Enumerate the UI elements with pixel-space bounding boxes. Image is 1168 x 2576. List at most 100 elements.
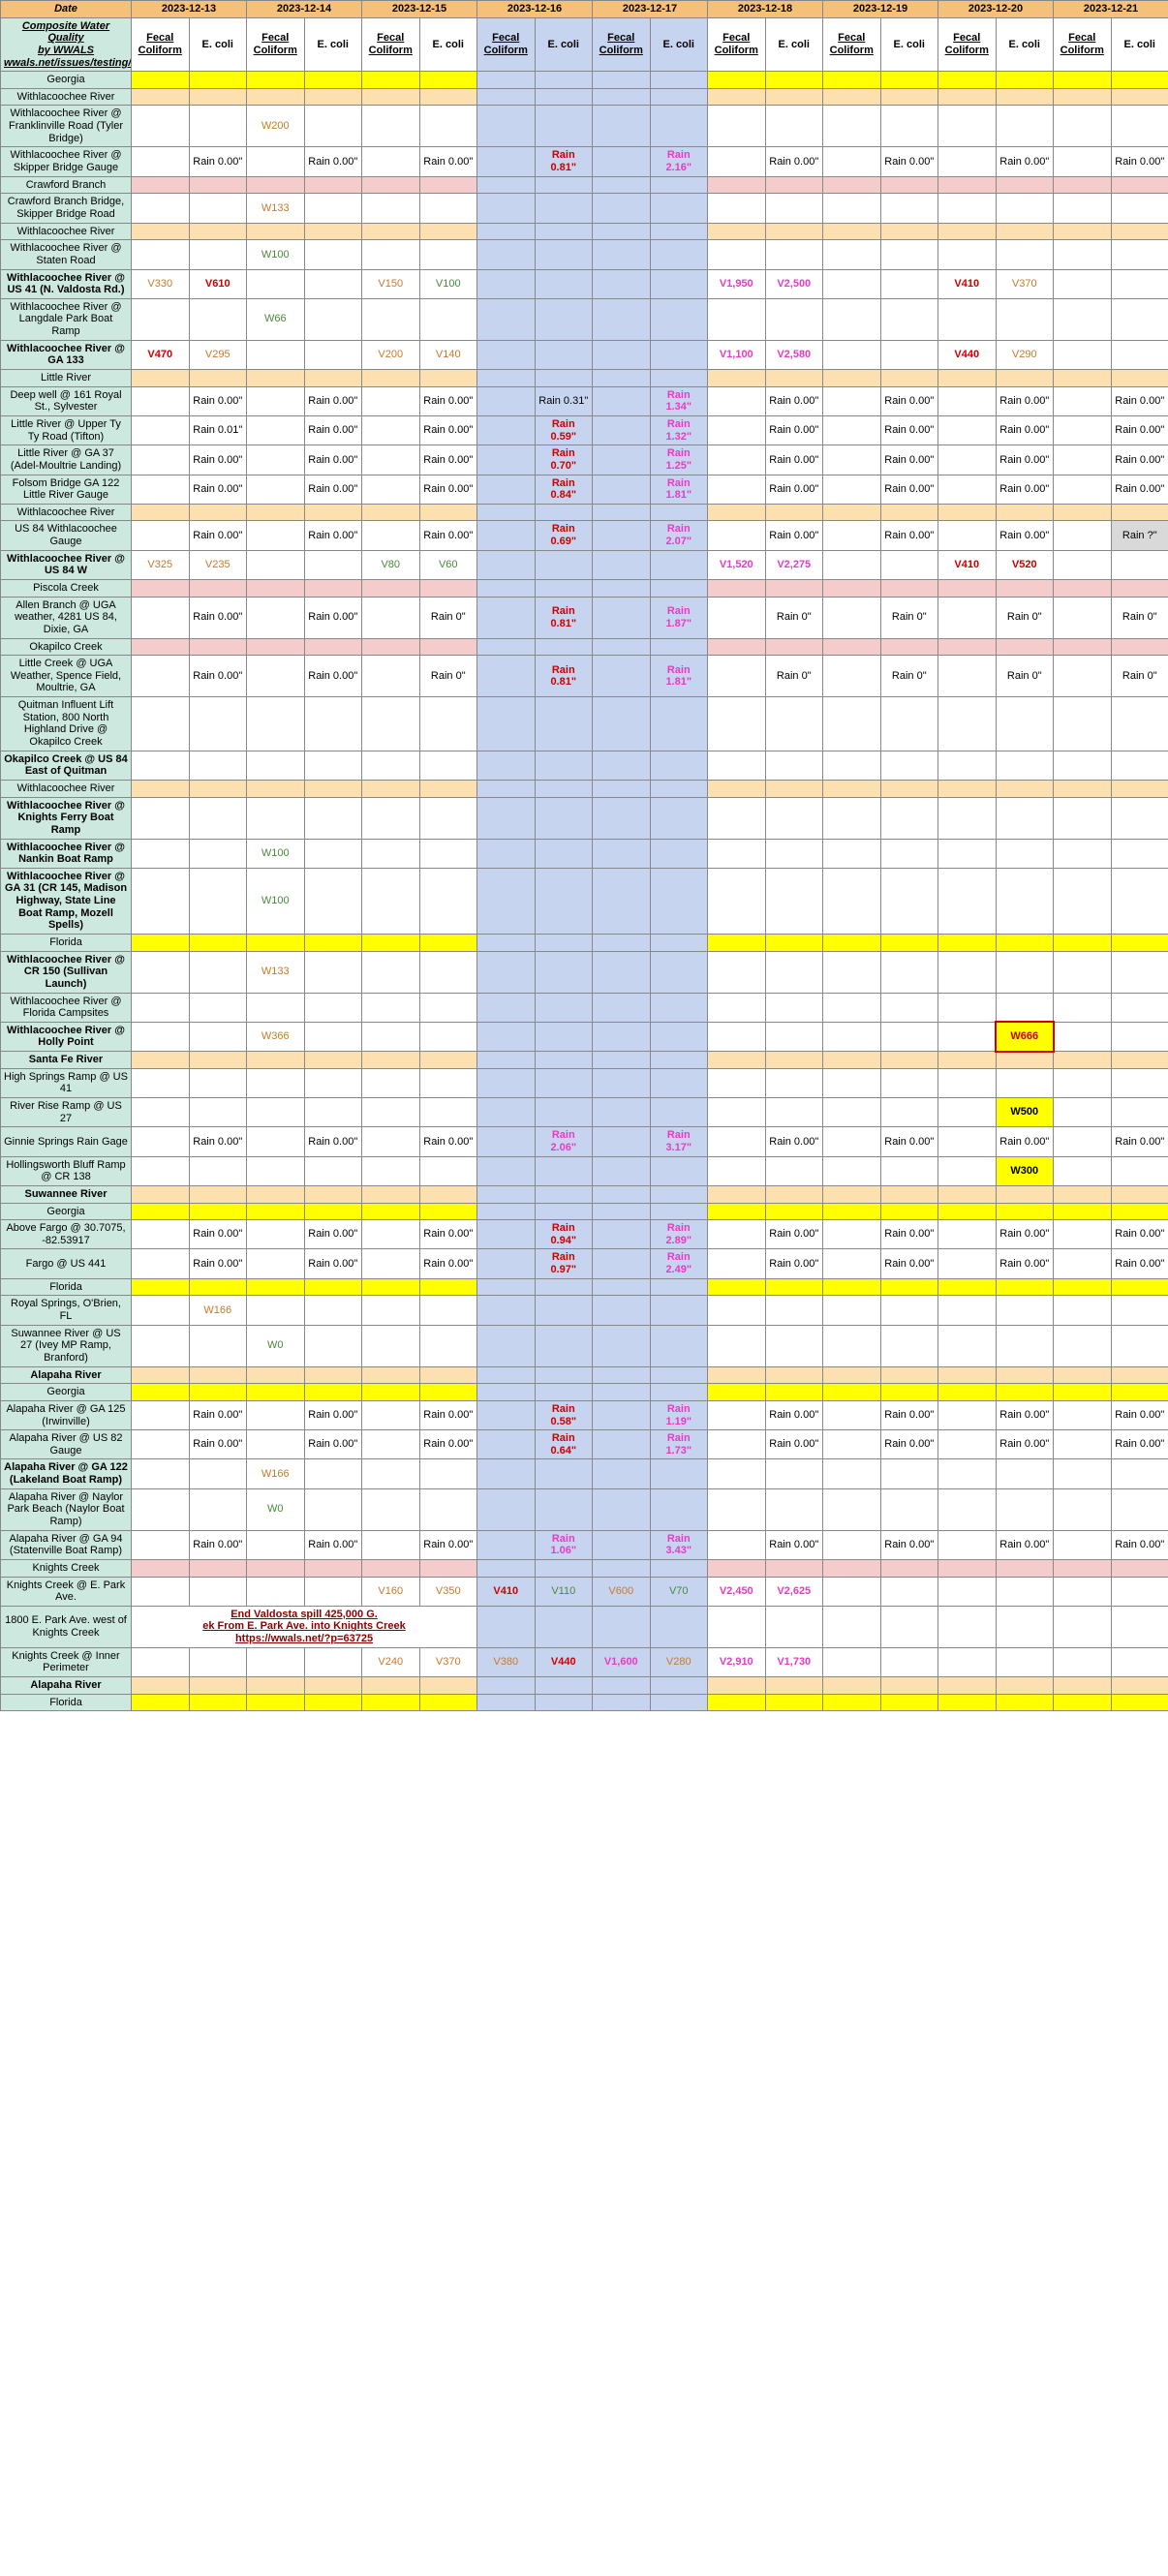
cell-8-10: V1,950 (708, 269, 766, 298)
row-label: Alapaha River @ Naylor Park Beach (Naylo… (1, 1488, 132, 1530)
cell-47-5: Rain 0.00" (419, 1400, 477, 1429)
cell-8-17 (1111, 269, 1168, 298)
cell-2-5 (419, 106, 477, 147)
row-label: Withlacoochee River @ Franklinville Road… (1, 106, 132, 147)
row-20: Allen Branch @ UGA weather, 4281 US 84, … (1, 597, 1168, 638)
cell-48-8 (593, 1430, 651, 1459)
cell-5-1 (189, 194, 247, 223)
cell-51-17: Rain 0.00" (1111, 1530, 1168, 1559)
cell-18-6 (477, 550, 536, 579)
row-label: Georgia (1, 72, 132, 89)
cell-34-2 (247, 1068, 305, 1097)
cell-30-4 (362, 951, 420, 993)
cell-35-1 (189, 1098, 247, 1127)
row-label: Withlacoochee River @ Skipper Bridge Gau… (1, 147, 132, 176)
cell-26-11 (765, 797, 823, 839)
cell-43-13 (880, 1296, 938, 1325)
cell-32-7 (535, 1022, 593, 1051)
cell-22-1: Rain 0.00" (189, 656, 247, 697)
cell-51-12 (823, 1530, 881, 1559)
date-col-4: 2023-12-17 (593, 1, 708, 18)
cell-40-3: Rain 0.00" (304, 1220, 362, 1249)
cell-48-5: Rain 0.00" (419, 1430, 477, 1459)
cell-26-1 (189, 797, 247, 839)
cell-13-15: Rain 0.00" (996, 415, 1054, 445)
cell-3-6 (477, 147, 536, 176)
cell-47-0 (132, 1400, 190, 1429)
cell-41-2 (247, 1249, 305, 1278)
row-10: Withlacoochee River @ GA 133V470V295V200… (1, 340, 1168, 369)
cell-50-1 (189, 1488, 247, 1530)
ecoli-header-7: E. coli (996, 17, 1054, 72)
cell-53-17 (1111, 1577, 1168, 1606)
cell-18-10: V1,520 (708, 550, 766, 579)
cell-49-8 (593, 1459, 651, 1488)
row-2: Withlacoochee River @ Franklinville Road… (1, 106, 1168, 147)
cell-20-5: Rain 0" (419, 597, 477, 638)
cell-23-17 (1111, 697, 1168, 751)
cell-13-0 (132, 415, 190, 445)
cell-24-16 (1054, 751, 1112, 780)
cell-47-4 (362, 1400, 420, 1429)
row-28: Withlacoochee River @ GA 31 (CR 145, Mad… (1, 868, 1168, 934)
cell-22-9: Rain 1.81" (650, 656, 708, 697)
cell-34-12 (823, 1068, 881, 1097)
cell-17-5: Rain 0.00" (419, 521, 477, 550)
cell-18-17 (1111, 550, 1168, 579)
cell-41-12 (823, 1249, 881, 1278)
cell-23-15 (996, 697, 1054, 751)
row-label: Okapilco Creek @ US 84 East of Quitman (1, 751, 132, 780)
cell-17-16 (1054, 521, 1112, 550)
cell-12-12 (823, 386, 881, 415)
cell-48-15: Rain 0.00" (996, 1430, 1054, 1459)
cell-31-4 (362, 993, 420, 1022)
cell-49-9 (650, 1459, 708, 1488)
fecal-header-6: FecalColiform (823, 17, 881, 72)
cell-17-14 (938, 521, 997, 550)
cell-28-11 (765, 868, 823, 934)
cell-32-8 (593, 1022, 651, 1051)
cell-51-7: Rain 1.06" (535, 1530, 593, 1559)
cell-44-13 (880, 1325, 938, 1366)
cell-20-6 (477, 597, 536, 638)
cell-31-1 (189, 993, 247, 1022)
cell-35-4 (362, 1098, 420, 1127)
cell-24-14 (938, 751, 997, 780)
cell-26-7 (535, 797, 593, 839)
cell-50-9 (650, 1488, 708, 1530)
cell-24-13 (880, 751, 938, 780)
cell-50-13 (880, 1488, 938, 1530)
cell-41-0 (132, 1249, 190, 1278)
cell-43-17 (1111, 1296, 1168, 1325)
cell-24-7 (535, 751, 593, 780)
cell-40-15: Rain 0.00" (996, 1220, 1054, 1249)
cell-24-3 (304, 751, 362, 780)
cell-36-3: Rain 0.00" (304, 1127, 362, 1156)
cell-55-9: V280 (650, 1647, 708, 1676)
row-13: Little River @ Upper Ty Ty Road (Tifton)… (1, 415, 1168, 445)
row-1: Withlacoochee River (1, 88, 1168, 106)
cell-18-12 (823, 550, 881, 579)
cell-17-13: Rain 0.00" (880, 521, 938, 550)
cell-34-10 (708, 1068, 766, 1097)
cell-2-15 (996, 106, 1054, 147)
cell-36-17: Rain 0.00" (1111, 1127, 1168, 1156)
row-label: Little River (1, 370, 132, 387)
cell-2-9 (650, 106, 708, 147)
row-label: Knights Creek @ E. Park Ave. (1, 1577, 132, 1606)
cell-48-12 (823, 1430, 881, 1459)
cell-2-17 (1111, 106, 1168, 147)
cell-28-15 (996, 868, 1054, 934)
cell-24-12 (823, 751, 881, 780)
cell-37-5 (419, 1156, 477, 1185)
cell-14-17: Rain 0.00" (1111, 445, 1168, 475)
cell-41-13: Rain 0.00" (880, 1249, 938, 1278)
cell-8-6 (477, 269, 536, 298)
cell-47-9: Rain 1.19" (650, 1400, 708, 1429)
cell-20-10 (708, 597, 766, 638)
row-label: Hollingsworth Bluff Ramp @ CR 138 (1, 1156, 132, 1185)
cell-12-17: Rain 0.00" (1111, 386, 1168, 415)
cell-50-16 (1054, 1488, 1112, 1530)
cell-8-2 (247, 269, 305, 298)
cell-49-6 (477, 1459, 536, 1488)
